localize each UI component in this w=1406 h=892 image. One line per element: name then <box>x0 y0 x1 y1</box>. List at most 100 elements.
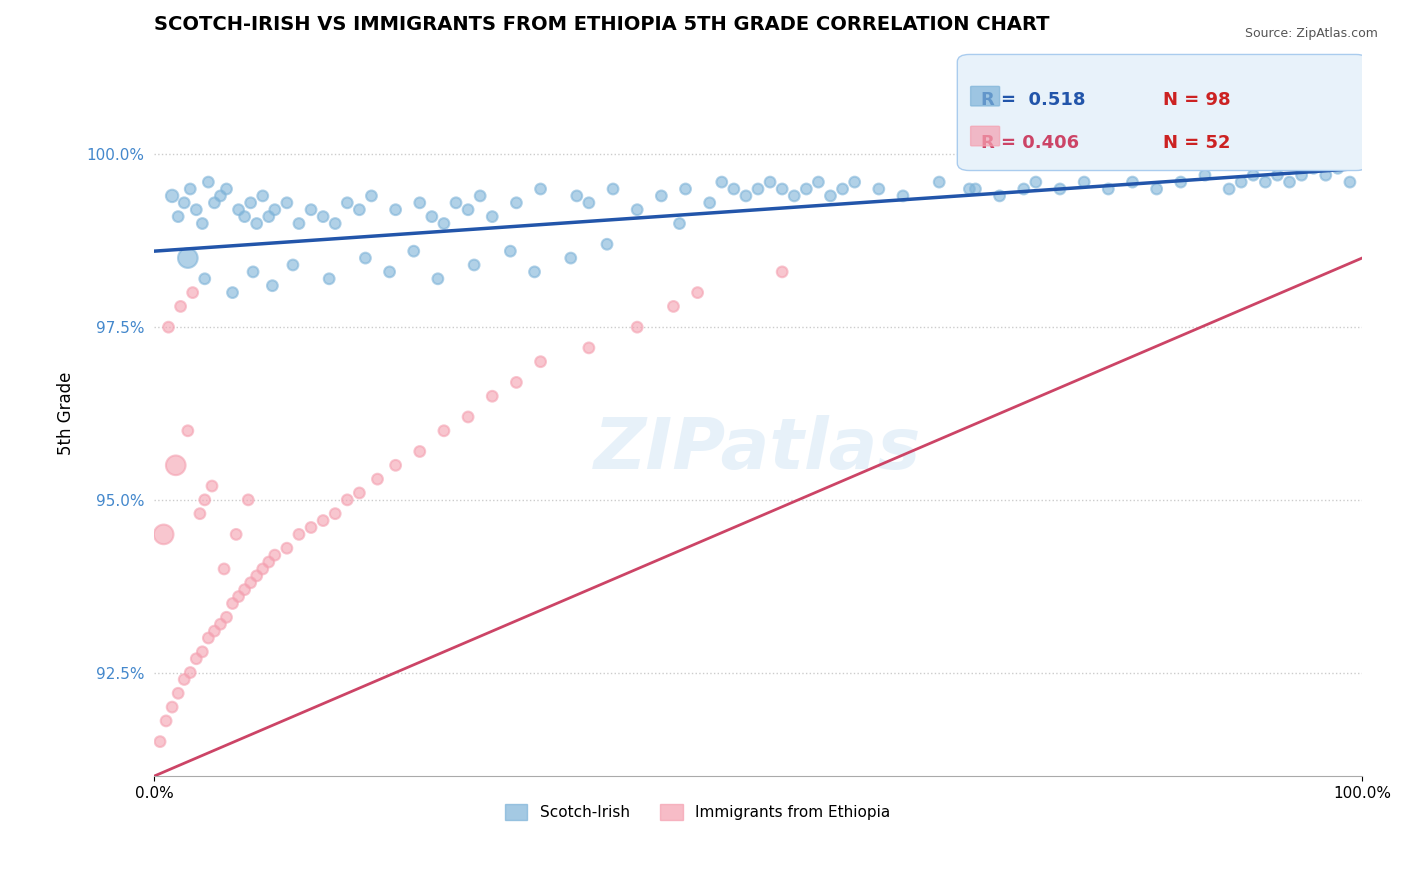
FancyBboxPatch shape <box>957 54 1368 170</box>
Point <box>783 189 806 203</box>
Point <box>578 195 600 210</box>
Point <box>323 217 346 231</box>
Point <box>262 278 284 293</box>
Point <box>891 189 914 203</box>
Point <box>215 182 238 196</box>
Point <box>426 272 449 286</box>
Point <box>378 265 401 279</box>
Point <box>165 458 187 473</box>
Point <box>221 285 243 300</box>
Point <box>299 520 322 534</box>
Point <box>1344 147 1367 161</box>
Point <box>1302 161 1324 176</box>
Point <box>844 175 866 189</box>
Point <box>1049 182 1071 196</box>
Point <box>1170 175 1192 189</box>
Point <box>228 202 250 217</box>
Point <box>177 251 200 265</box>
Point <box>191 217 214 231</box>
Point <box>820 189 842 203</box>
Point <box>288 527 311 541</box>
Point <box>167 210 190 224</box>
Point <box>965 182 987 196</box>
Point <box>312 514 335 528</box>
Point <box>794 182 817 196</box>
Point <box>650 189 672 203</box>
Point <box>868 182 890 196</box>
Point <box>957 182 980 196</box>
Point <box>433 217 456 231</box>
Point <box>194 492 217 507</box>
Point <box>281 258 304 272</box>
Point <box>318 272 340 286</box>
Point <box>686 285 709 300</box>
Point <box>336 195 359 210</box>
Point <box>212 562 235 576</box>
Point <box>444 195 467 210</box>
Point <box>565 189 588 203</box>
Point <box>470 189 492 203</box>
Point <box>1351 147 1374 161</box>
Point <box>770 265 793 279</box>
Point <box>173 195 195 210</box>
Point <box>1194 168 1216 182</box>
Point <box>252 562 274 576</box>
Point <box>349 202 371 217</box>
Point <box>1339 175 1361 189</box>
Point <box>409 444 432 458</box>
Point <box>263 548 285 562</box>
Point <box>276 541 298 556</box>
Point <box>759 175 782 189</box>
Point <box>1121 175 1143 189</box>
Point <box>481 210 503 224</box>
Point <box>988 189 1011 203</box>
Point <box>263 202 285 217</box>
Point <box>1146 182 1168 196</box>
Point <box>1230 175 1253 189</box>
Point <box>505 195 527 210</box>
Point <box>1278 175 1301 189</box>
Point <box>1241 168 1264 182</box>
Point <box>201 479 224 493</box>
Point <box>463 258 485 272</box>
Point <box>221 597 243 611</box>
Point <box>336 492 359 507</box>
Point <box>181 285 204 300</box>
Point <box>1097 182 1119 196</box>
Text: N = 98: N = 98 <box>1163 91 1230 109</box>
Point <box>349 486 371 500</box>
Point <box>1073 175 1095 189</box>
Point <box>179 182 201 196</box>
Point <box>186 651 208 665</box>
Point <box>233 210 256 224</box>
Point <box>288 217 311 231</box>
Point <box>384 202 406 217</box>
Point <box>299 202 322 217</box>
Point <box>215 610 238 624</box>
Point <box>209 189 232 203</box>
Point <box>252 189 274 203</box>
Legend: Scotch-Irish, Immigrants from Ethiopia: Scotch-Irish, Immigrants from Ethiopia <box>499 798 897 827</box>
Point <box>928 175 950 189</box>
Point <box>560 251 582 265</box>
Point <box>402 244 425 259</box>
Point <box>1218 182 1240 196</box>
Point <box>675 182 697 196</box>
Point <box>578 341 600 355</box>
Point <box>668 217 690 231</box>
Point <box>233 582 256 597</box>
Point <box>505 376 527 390</box>
Point <box>384 458 406 473</box>
Point <box>257 210 280 224</box>
Point <box>596 237 619 252</box>
Point <box>239 575 262 590</box>
Point <box>529 182 551 196</box>
Point <box>1315 168 1337 182</box>
Point <box>228 590 250 604</box>
Point <box>197 175 219 189</box>
Text: ZIPatlas: ZIPatlas <box>595 416 922 484</box>
Y-axis label: 5th Grade: 5th Grade <box>58 372 75 455</box>
Point <box>747 182 769 196</box>
Point <box>257 555 280 569</box>
Point <box>602 182 624 196</box>
